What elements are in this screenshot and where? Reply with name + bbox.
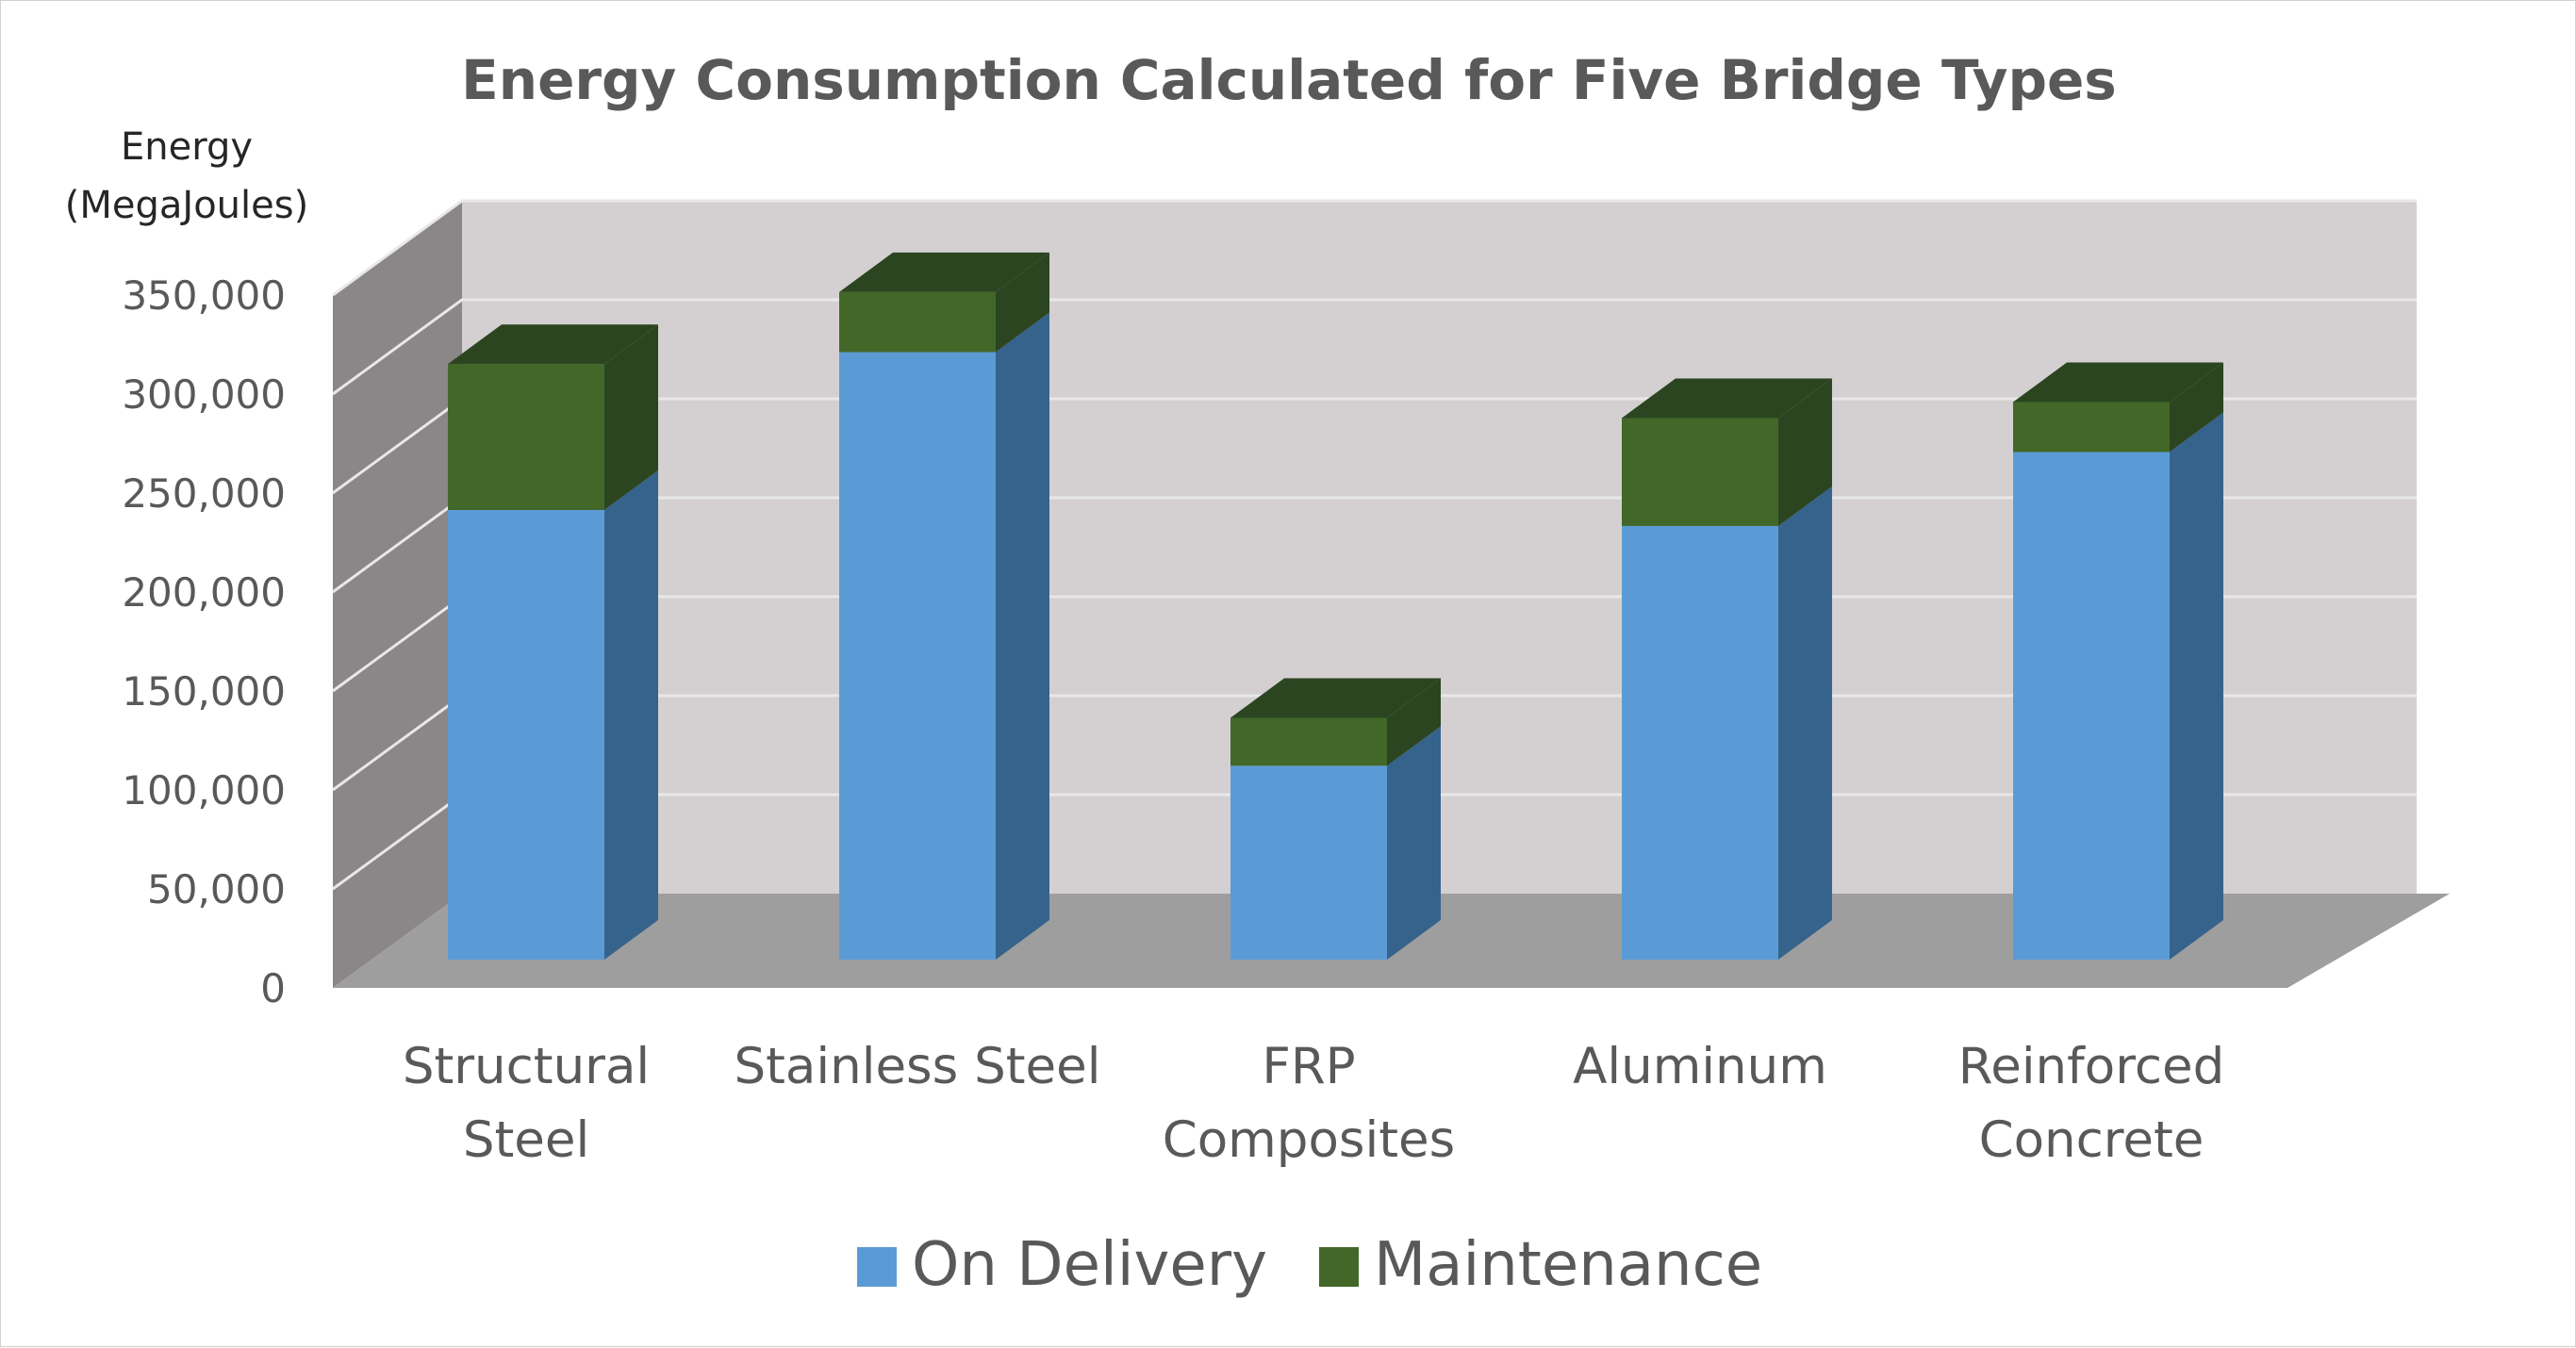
bar-on-delivery-side xyxy=(996,312,1049,960)
legend-label: On Delivery xyxy=(912,1230,1267,1300)
y-axis-label-line-1: Energy xyxy=(121,125,253,169)
bar-on-delivery xyxy=(839,352,996,960)
y-tick-label: 100,000 xyxy=(122,767,286,814)
bar-maintenance xyxy=(2013,402,2170,452)
bar-group xyxy=(1622,378,1832,960)
gridline xyxy=(332,298,2417,396)
side-wall xyxy=(333,201,462,988)
legend: On Delivery Maintenance xyxy=(857,1230,1762,1300)
y-tick-label: 150,000 xyxy=(122,668,286,715)
bar-maintenance xyxy=(448,364,604,510)
bar-on-delivery-side xyxy=(2170,412,2223,960)
x-category-label: Structural xyxy=(403,1038,650,1095)
bar-on-delivery xyxy=(448,510,604,960)
bar-on-delivery-side xyxy=(1778,485,1832,960)
bar-on-delivery-side xyxy=(1387,726,1441,960)
x-category-label: Concrete xyxy=(1979,1111,2204,1169)
bar-on-delivery xyxy=(1622,525,1778,960)
bar-top xyxy=(448,324,658,365)
bars xyxy=(448,252,2223,960)
x-category-label: Reinforced xyxy=(1958,1038,2224,1095)
legend-label: Maintenance xyxy=(1374,1230,1762,1300)
x-category-label: FRP xyxy=(1262,1038,1355,1095)
bar-maintenance xyxy=(1230,717,1387,766)
bar-on-delivery xyxy=(2013,452,2170,960)
x-category-label: Steel xyxy=(463,1111,589,1169)
y-axis-label-line-2: (MegaJoules) xyxy=(65,184,308,227)
x-category-label: Stainless Steel xyxy=(735,1038,1101,1095)
y-tick-label: 350,000 xyxy=(122,272,286,319)
bar-maintenance xyxy=(1622,418,1778,526)
bar-maintenance-side xyxy=(996,252,1049,353)
x-category-label: Aluminum xyxy=(1573,1038,1827,1095)
y-tick-label: 0 xyxy=(260,965,286,1011)
legend-swatch xyxy=(1319,1247,1359,1287)
category-labels: Structural Steel Stainless Steel FRP Composi… xyxy=(403,1038,2224,1169)
y-tick-label: 200,000 xyxy=(122,569,286,616)
legend-on-delivery: On Delivery xyxy=(857,1230,1267,1300)
bar-group xyxy=(839,252,1049,960)
bar-maintenance-side xyxy=(1387,678,1441,766)
legend-swatch xyxy=(857,1247,897,1287)
bar-top xyxy=(2013,362,2223,403)
chart-title: Energy Consumption Calculated for Five B… xyxy=(461,48,2117,112)
bar-top xyxy=(1230,678,1441,718)
bar-group xyxy=(2013,362,2223,960)
bar-top xyxy=(839,252,1049,292)
bar-group xyxy=(1230,678,1441,960)
bar-maintenance-side xyxy=(604,324,658,510)
y-tick-label: 250,000 xyxy=(122,470,286,517)
y-tick-label: 300,000 xyxy=(122,371,286,418)
bar-maintenance-side xyxy=(1778,378,1832,526)
bar-group xyxy=(448,324,658,960)
gridline xyxy=(332,199,2417,297)
x-category-label: Composites xyxy=(1163,1111,1455,1169)
y-tick-label: 50,000 xyxy=(147,866,286,912)
bar-maintenance xyxy=(839,291,996,353)
legend-maintenance: Maintenance xyxy=(1319,1230,1762,1300)
y-axis-ticks: 0 50,000 100,000 150,000 200,000 250,000 300,0… xyxy=(122,272,286,1011)
bar-on-delivery xyxy=(1230,765,1387,960)
bar-on-delivery-side xyxy=(604,470,658,960)
bar-maintenance-side xyxy=(2170,362,2223,452)
bar-top xyxy=(1622,378,1832,419)
